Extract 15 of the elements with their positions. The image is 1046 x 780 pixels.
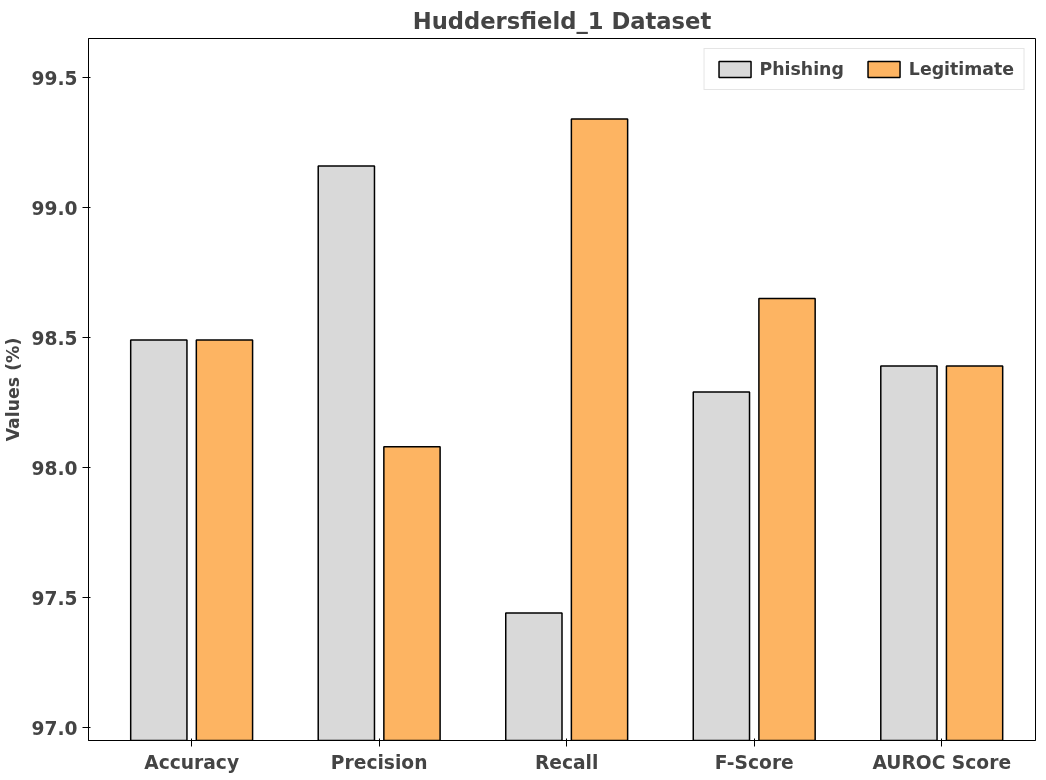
y-tick-label: 97.5: [31, 587, 78, 609]
x-tick-label: Recall: [534, 751, 599, 773]
y-axis-title: Values (%): [3, 337, 24, 442]
legend-label: Legitimate: [908, 59, 1014, 79]
legend-label: Phishing: [759, 59, 844, 79]
x-tick-label: AUROC Score: [872, 751, 1012, 773]
y-tick-label: 98.5: [31, 327, 78, 349]
x-tick-label: F-Score: [714, 751, 794, 773]
chart-title: Huddersfield_1 Dataset: [412, 7, 712, 34]
y-tick-label: 97.0: [31, 717, 78, 739]
y-tick-label: 99.5: [31, 67, 78, 89]
x-tick-label: Accuracy: [144, 751, 240, 773]
y-tick-label: 98.0: [31, 457, 78, 479]
y-tick-label: 99.0: [31, 197, 78, 219]
x-tick-label: Precision: [330, 751, 428, 773]
